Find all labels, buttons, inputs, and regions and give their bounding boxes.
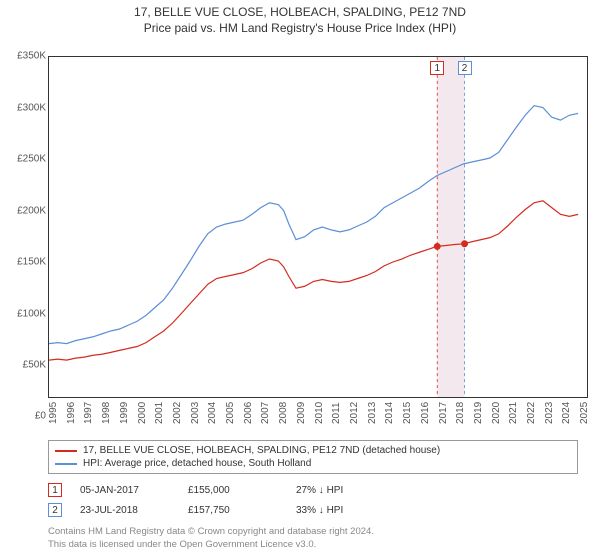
x-tick-label: 2008 (278, 402, 289, 424)
x-tick-label: 2011 (331, 403, 342, 425)
x-tick-label: 2014 (384, 402, 395, 424)
x-tick-label: 2010 (314, 402, 325, 424)
event-row: 2 23-JUL-2018 £157,750 33% ↓ HPI (48, 500, 578, 520)
x-tick-label: 2012 (349, 402, 360, 424)
title-line-1: 17, BELLE VUE CLOSE, HOLBEACH, SPALDING,… (0, 4, 600, 20)
legend-label: HPI: Average price, detached house, Sout… (83, 458, 311, 469)
x-tick-label: 2009 (296, 402, 307, 424)
x-tick-label: 2023 (544, 402, 555, 424)
plot-svg (49, 57, 587, 397)
y-tick-label: £150K (17, 257, 46, 268)
event-row: 1 05-JAN-2017 £155,000 27% ↓ HPI (48, 480, 578, 500)
event-badge: 1 (48, 483, 62, 497)
y-tick-label: £250K (17, 154, 46, 165)
event-price: £155,000 (188, 485, 278, 496)
footnote-line-1: Contains HM Land Registry data © Crown c… (48, 526, 578, 539)
x-tick-label: 2001 (154, 402, 165, 424)
footnote-line-2: This data is licensed under the Open Gov… (48, 539, 578, 552)
event-table: 1 05-JAN-2017 £155,000 27% ↓ HPI 2 23-JUL-201… (48, 480, 578, 520)
x-tick-label: 1998 (101, 402, 112, 424)
x-tick-label: 2015 (402, 402, 413, 424)
x-tick-label: 2013 (367, 402, 378, 424)
x-tick-label: 2021 (508, 402, 519, 424)
legend-swatch (55, 463, 77, 465)
y-tick-label: £350K (17, 51, 46, 62)
x-tick-label: 1999 (119, 402, 130, 424)
chart-title: 17, BELLE VUE CLOSE, HOLBEACH, SPALDING,… (0, 0, 600, 36)
figure: 17, BELLE VUE CLOSE, HOLBEACH, SPALDING,… (0, 0, 600, 560)
x-tick-label: 2018 (455, 402, 466, 424)
event-delta: 33% ↓ HPI (296, 505, 386, 516)
x-tick-label: 2002 (172, 402, 183, 424)
y-tick-label: £300K (17, 102, 46, 113)
sale-marker-badge: 1 (430, 61, 444, 75)
title-line-2: Price paid vs. HM Land Registry's House … (0, 20, 600, 36)
y-tick-label: £0 (35, 411, 46, 422)
chart-area: £0£50K£100K£150K£200K£250K£300K£350K 12 … (0, 36, 600, 436)
x-tick-label: 2006 (243, 402, 254, 424)
footnote: Contains HM Land Registry data © Crown c… (48, 526, 578, 552)
x-tick-label: 2024 (561, 402, 572, 424)
y-axis-ticks: £0£50K£100K£150K£200K£250K£300K£350K (0, 56, 48, 416)
event-price: £157,750 (188, 505, 278, 516)
x-tick-label: 2000 (137, 402, 148, 424)
event-date: 05-JAN-2017 (80, 485, 170, 496)
event-date: 23-JUL-2018 (80, 505, 170, 516)
event-badge: 2 (48, 503, 62, 517)
x-tick-label: 2016 (420, 402, 431, 424)
x-tick-label: 1995 (48, 402, 59, 424)
x-axis-ticks: 1995199619971998199920002001200220032004… (48, 416, 588, 454)
x-tick-label: 2004 (207, 402, 218, 424)
x-tick-label: 2020 (491, 402, 502, 424)
x-tick-label: 1996 (66, 402, 77, 424)
event-delta: 27% ↓ HPI (296, 485, 386, 496)
x-tick-label: 2005 (225, 402, 236, 424)
x-tick-label: 2019 (473, 402, 484, 424)
y-tick-label: £100K (17, 308, 46, 319)
x-tick-label: 1997 (83, 402, 94, 424)
x-tick-label: 2017 (438, 402, 449, 424)
x-tick-label: 2007 (260, 402, 271, 424)
legend-item: HPI: Average price, detached house, Sout… (55, 457, 571, 470)
plot-area: 12 (48, 56, 588, 398)
sale-marker-badge: 2 (458, 61, 472, 75)
x-tick-label: 2025 (579, 402, 590, 424)
y-tick-label: £50K (23, 359, 46, 370)
x-tick-label: 2003 (190, 402, 201, 424)
x-tick-label: 2022 (526, 402, 537, 424)
y-tick-label: £200K (17, 205, 46, 216)
